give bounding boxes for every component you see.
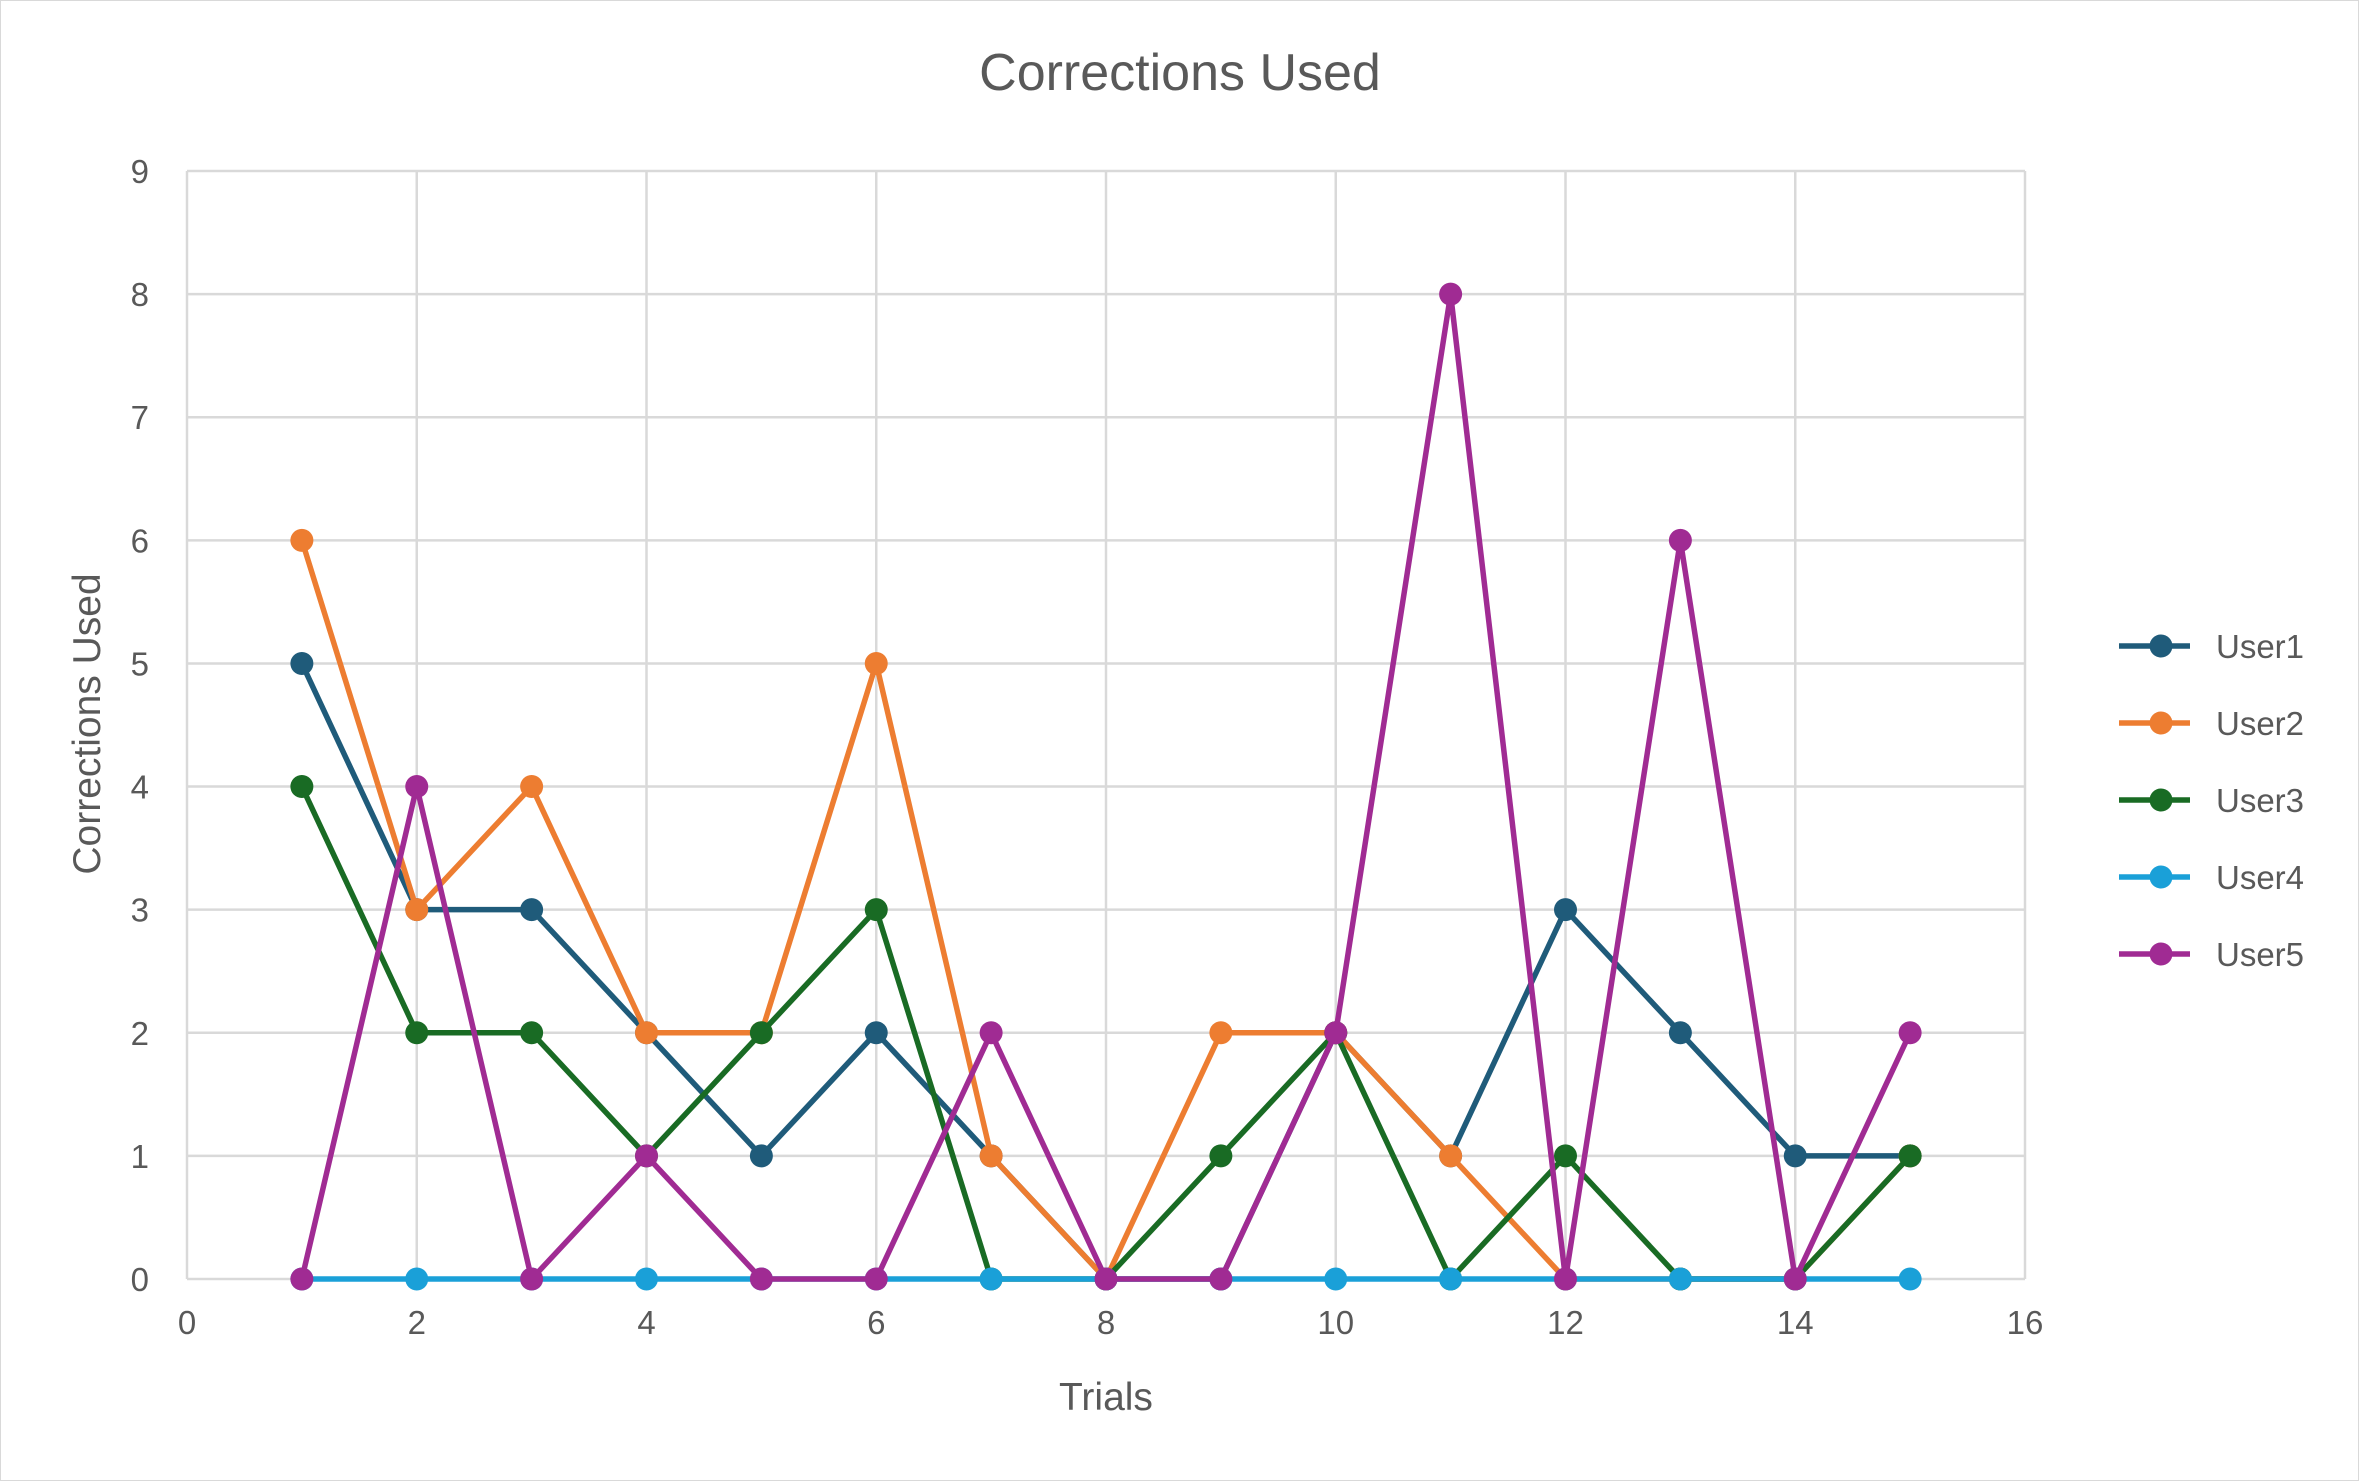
data-point (1668, 1021, 1692, 1045)
data-point (1094, 1267, 1118, 1291)
legend-label: User2 (2216, 705, 2304, 742)
legend-item-user5: User5 (2119, 936, 2304, 973)
legend-marker (2149, 865, 2173, 889)
legend-item-user3: User3 (2119, 782, 2304, 819)
x-tick-label: 14 (1777, 1304, 1814, 1341)
legend-label: User3 (2216, 782, 2304, 819)
data-point (520, 898, 544, 922)
series-user5 (290, 282, 1922, 1291)
y-tick-label: 7 (131, 399, 149, 436)
data-point (290, 1267, 314, 1291)
data-point (979, 1267, 1003, 1291)
data-point (749, 1021, 773, 1045)
data-point (749, 1267, 773, 1291)
data-point (864, 1021, 888, 1045)
data-point (1668, 528, 1692, 552)
chart-title: Corrections Used (979, 44, 1381, 102)
legend-label: User5 (2216, 936, 2304, 973)
legend-item-user1: User1 (2119, 628, 2304, 665)
y-tick-label: 9 (131, 153, 149, 190)
data-point (1439, 1144, 1463, 1168)
data-point (1898, 1021, 1922, 1045)
data-point (1668, 1267, 1692, 1291)
x-tick-label: 16 (2007, 1304, 2044, 1341)
data-point (1324, 1267, 1348, 1291)
y-tick-label: 2 (131, 1015, 149, 1052)
data-point (1898, 1267, 1922, 1291)
data-point (290, 528, 314, 552)
data-point (520, 1267, 544, 1291)
data-point (405, 1021, 429, 1045)
y-tick-label: 3 (131, 892, 149, 929)
legend-marker (2149, 711, 2173, 735)
legend: User1 User2 User3 User4 User5 (2119, 628, 2304, 973)
data-point (1324, 1021, 1348, 1045)
data-point (1209, 1144, 1233, 1168)
y-tick-label: 4 (131, 769, 149, 806)
data-point (290, 775, 314, 799)
data-point (1783, 1267, 1807, 1291)
data-point (405, 898, 429, 922)
x-tick-label: 4 (637, 1304, 655, 1341)
legend-marker (2149, 788, 2173, 812)
y-axis-title: Corrections Used (66, 573, 109, 874)
grid (185, 169, 2027, 1281)
data-point (749, 1144, 773, 1168)
data-point (1554, 1144, 1577, 1168)
legend-marker (2149, 634, 2173, 658)
data-point (635, 1144, 658, 1168)
x-tick-label: 0 (178, 1304, 196, 1341)
data-point (864, 1267, 888, 1291)
y-tick-label: 6 (131, 522, 149, 559)
x-tick-label: 12 (1547, 1304, 1584, 1341)
data-point (405, 1267, 429, 1291)
legend-label: User1 (2216, 628, 2304, 665)
data-point (1439, 1267, 1463, 1291)
data-point (1898, 1144, 1922, 1168)
x-tick-label: 2 (408, 1304, 426, 1341)
y-tick-label: 8 (131, 276, 149, 313)
data-point (290, 651, 314, 675)
data-point (635, 1021, 658, 1045)
x-tick-label: 6 (867, 1304, 885, 1341)
y-tick-label: 5 (131, 645, 149, 682)
data-point (1783, 1144, 1807, 1168)
x-tick-label: 10 (1317, 1304, 1354, 1341)
data-point (979, 1144, 1003, 1168)
x-tick-label: 8 (1097, 1304, 1115, 1341)
data-point (864, 651, 888, 675)
legend-item-user4: User4 (2119, 859, 2304, 896)
legend-marker (2149, 942, 2173, 966)
data-point (1554, 1267, 1577, 1291)
data-point (979, 1021, 1003, 1045)
data-point (635, 1267, 658, 1291)
data-point (1554, 898, 1577, 922)
data-point (405, 775, 429, 799)
data-point (1209, 1021, 1233, 1045)
y-tick-label: 1 (131, 1138, 149, 1175)
y-tick-label: 0 (131, 1261, 149, 1298)
legend-item-user2: User2 (2119, 705, 2304, 742)
data-point (1439, 282, 1463, 306)
x-axis-title: Trials (1059, 1376, 1153, 1419)
data-point (520, 1021, 544, 1045)
data-point (520, 775, 544, 799)
data-point (1209, 1267, 1233, 1291)
legend-label: User4 (2216, 859, 2304, 896)
series-group (290, 282, 1922, 1291)
data-point (864, 898, 888, 922)
